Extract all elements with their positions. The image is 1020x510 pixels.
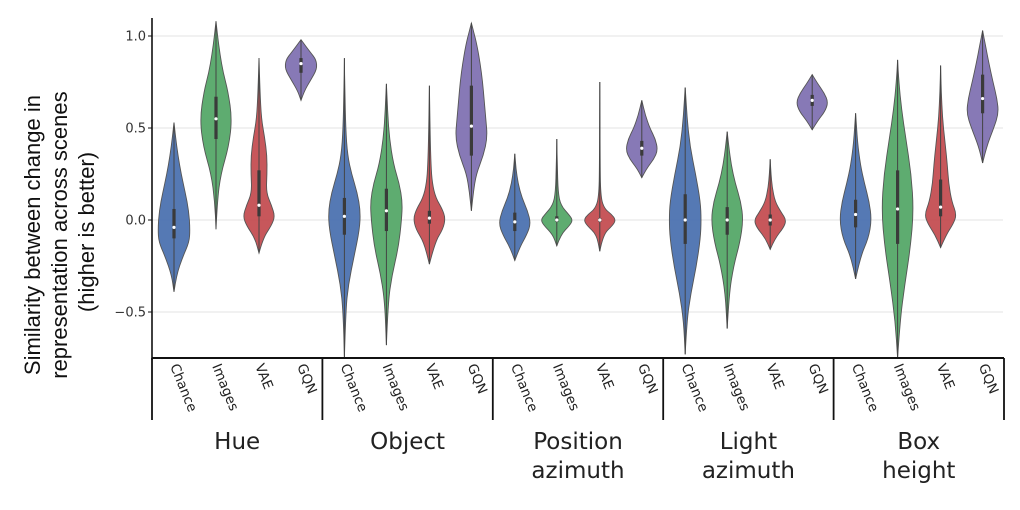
y-tick-label: 0.5 xyxy=(125,122,146,137)
violin-median-dot xyxy=(683,218,687,222)
method-label-images: Images xyxy=(719,362,752,414)
method-label-chance: Chance xyxy=(166,362,200,415)
y-axis-label-line-1: Similarity between change in xyxy=(20,95,45,375)
method-label-gqn: GQN xyxy=(464,362,491,397)
violin-median-dot xyxy=(854,212,858,217)
group-label: Light xyxy=(720,429,777,455)
violin-median-dot xyxy=(939,205,943,209)
violin-median-dot xyxy=(299,62,303,66)
method-label-vae: VAE xyxy=(422,362,447,392)
group-labels: Hue Object Position azimuth Light azimuth Box h… xyxy=(214,429,955,484)
group-label: azimuth xyxy=(702,458,795,484)
method-label-chance: Chance xyxy=(848,362,882,415)
method-label-images: Images xyxy=(379,362,412,414)
group-label: Position xyxy=(533,429,623,455)
y-axis-label-line-2: representation across scenes xyxy=(47,91,72,378)
method-label-vae: VAE xyxy=(251,362,276,392)
violin-median-dot xyxy=(768,218,772,222)
method-label-gqn: GQN xyxy=(804,362,831,397)
method-label-images: Images xyxy=(890,362,923,414)
violin-median-dot xyxy=(469,124,473,128)
method-label-chance: Chance xyxy=(507,362,541,415)
method-label-chance: Chance xyxy=(677,362,711,415)
method-labels: Chance Images VAE GQN Chance Images VAE GQN Chan… xyxy=(166,362,1001,415)
method-label-images: Images xyxy=(549,362,582,414)
method-label-images: Images xyxy=(208,362,241,414)
method-label-gqn: GQN xyxy=(293,362,320,397)
method-label-vae: VAE xyxy=(762,362,787,392)
violin-median-dot xyxy=(172,225,176,229)
method-label-vae: VAE xyxy=(933,362,958,392)
axes xyxy=(148,18,1005,420)
y-tick-label: −0.5 xyxy=(114,306,146,321)
group-label: height xyxy=(882,458,955,484)
group-label: Box xyxy=(897,429,940,455)
y-axis-label: Similarity between change in representat… xyxy=(20,85,99,379)
violin-median-dot xyxy=(810,98,814,102)
method-label-gqn: GQN xyxy=(975,362,1002,397)
group-label: Hue xyxy=(214,429,260,455)
group-label: Object xyxy=(370,429,445,455)
violin-median-dot xyxy=(725,218,729,222)
violin-median-dot xyxy=(342,214,346,218)
y-tick-labels: 1.0 0.5 0.0 −0.5 xyxy=(114,30,146,321)
violin-median-dot xyxy=(981,96,985,101)
method-label-chance: Chance xyxy=(337,362,371,415)
y-tick-label: 0.0 xyxy=(125,214,146,229)
violin-median-dot xyxy=(555,218,559,222)
group-label: azimuth xyxy=(531,458,624,484)
gridlines xyxy=(152,35,1003,313)
violin-median-dot xyxy=(384,209,388,213)
violin-median-dot xyxy=(513,220,517,224)
method-label-gqn: GQN xyxy=(634,362,661,397)
violin-median-dot xyxy=(640,146,644,150)
violin-median-dot xyxy=(257,203,261,207)
violin-median-dot xyxy=(427,216,431,220)
violins xyxy=(157,21,999,359)
y-tick-label: 1.0 xyxy=(125,30,146,45)
violin-median-dot xyxy=(598,218,602,222)
violin-median-dot xyxy=(214,117,218,121)
method-label-vae: VAE xyxy=(592,362,617,392)
y-axis-label-line-3: (higher is better) xyxy=(74,152,99,312)
violin-median-dot xyxy=(896,207,900,211)
